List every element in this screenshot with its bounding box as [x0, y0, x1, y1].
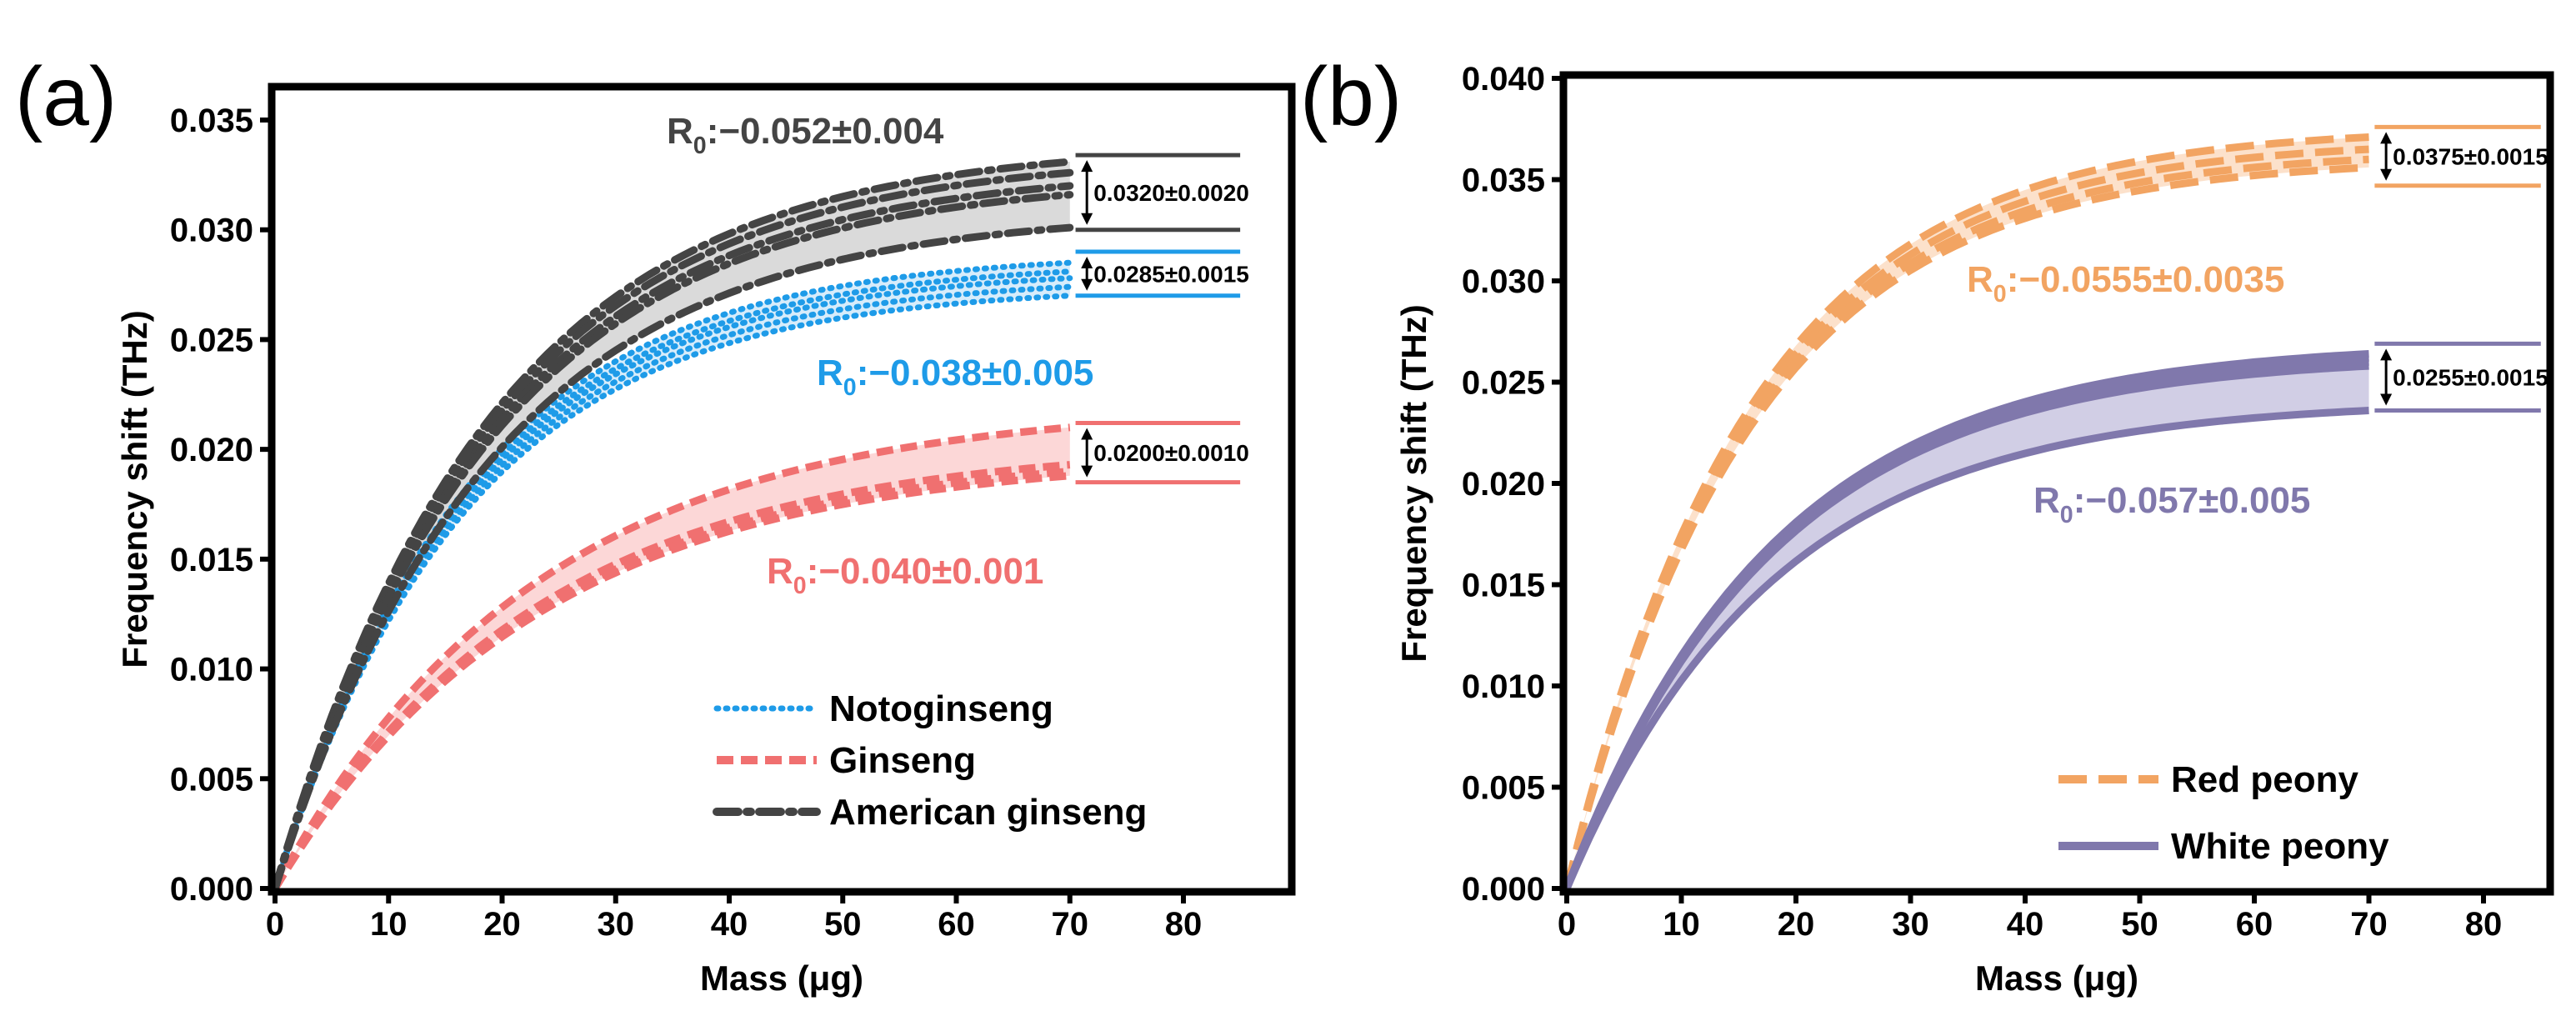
x-axis-label: Mass (μg) [1975, 958, 2138, 998]
r0-label: R0:−0.052±0.004 [667, 111, 944, 159]
x-tick-label: 0 [266, 906, 284, 943]
y-tick-label: 0.025 [1462, 365, 1545, 402]
series-line [1563, 163, 2369, 890]
y-tick-label: 0.040 [1462, 61, 1545, 98]
series-line [272, 293, 1073, 892]
x-tick-label: 70 [2350, 906, 2388, 943]
arrow-head-up [2380, 132, 2393, 144]
y-tick-label: 0.000 [170, 871, 253, 908]
range-label: 0.0320±0.0020 [1093, 180, 1249, 206]
legend: Notoginseng Ginseng American ginseng [713, 688, 1147, 833]
r0-label: R0:−0.040±0.001 [767, 551, 1043, 599]
band-ginseng [275, 427, 1070, 888]
arrow-head-down [2380, 393, 2393, 406]
panel-label: (b) [1300, 50, 1402, 143]
series-line [271, 158, 1074, 893]
axes-frame [268, 83, 1296, 896]
series-line [272, 275, 1073, 892]
range-label: 0.0200±0.0010 [1093, 440, 1249, 466]
series-line [271, 223, 1074, 893]
y-tick-label: 0.030 [1462, 263, 1545, 300]
series-line [1563, 362, 2369, 890]
x-tick-label: 30 [1892, 906, 1929, 943]
x-tick-label: 80 [1165, 906, 1203, 943]
range-label: 0.0255±0.0015 [2393, 364, 2548, 390]
y-tick-label: 0.000 [1462, 871, 1545, 908]
legend-label: Red peony [2171, 759, 2358, 800]
arrow-head-up [1081, 257, 1093, 269]
y-tick-label: 0.015 [170, 542, 253, 578]
x-tick-label: 10 [370, 906, 408, 943]
y-tick-label: 0.015 [1462, 568, 1545, 604]
x-axis-label: Mass (μg) [700, 958, 863, 998]
y-tick-label: 0.035 [170, 103, 253, 139]
legend-label: Notoginseng [829, 688, 1053, 729]
range-label: 0.0375±0.0015 [2393, 144, 2548, 170]
r0-label: R0:−0.057±0.005 [2033, 480, 2310, 528]
r0-label: R0:−0.038±0.005 [817, 353, 1093, 401]
arrow-head-down [2380, 168, 2393, 181]
x-tick-label: 60 [2236, 906, 2273, 943]
arrow-head-down [1081, 465, 1093, 478]
r0-label: R0:−0.0555±0.0035 [1967, 259, 2284, 308]
y-tick-label: 0.030 [170, 213, 253, 249]
y-tick-label: 0.035 [1462, 163, 1545, 199]
x-tick-label: 0 [1558, 906, 1576, 943]
x-tick-label: 40 [711, 906, 748, 943]
x-tick-label: 10 [1663, 906, 1700, 943]
x-tick-label: 50 [2121, 906, 2158, 943]
series-line [272, 472, 1071, 891]
panel-label: (a) [15, 50, 117, 143]
y-tick-label: 0.005 [1462, 770, 1545, 807]
series-line [272, 423, 1071, 891]
legend: Red peony White peony [2058, 759, 2389, 867]
arrow-head-up [2380, 348, 2393, 361]
range-label: 0.0285±0.0015 [1093, 261, 1249, 287]
legend-label: Ginseng [829, 740, 976, 781]
series-line [1563, 407, 2369, 890]
panel-a: (a) 0.0285±0.0015 0.0200±0.0010 0.0320±0.00… [15, 50, 1296, 998]
x-tick-label: 20 [483, 906, 521, 943]
y-tick-label: 0.010 [170, 652, 253, 688]
series-line [271, 191, 1074, 893]
panel-b: (b) 0.0375±0.0015 0.0255±0.0015 0 10 20 30 40 50… [1300, 50, 2554, 998]
y-tick-label: 0.010 [1462, 668, 1545, 705]
arrow-head-down [1081, 213, 1093, 225]
y-axis-label: Frequency shift (THz) [1394, 304, 1433, 662]
x-tick-label: 20 [1778, 906, 1815, 943]
y-tick-label: 0.025 [170, 322, 253, 358]
arrow-head-up [1081, 160, 1093, 173]
y-tick-label: 0.020 [1462, 466, 1545, 503]
x-tick-label: 30 [598, 906, 635, 943]
y-tick-label: 0.005 [170, 761, 253, 798]
legend-label: White peony [2171, 826, 2389, 867]
x-tick-label: 50 [824, 906, 862, 943]
arrow-head-up [1081, 428, 1093, 440]
legend-label: American ginseng [829, 792, 1147, 833]
x-tick-label: 70 [1052, 906, 1089, 943]
arrow-head-down [1081, 278, 1093, 291]
x-tick-label: 60 [938, 906, 975, 943]
y-tick-label: 0.020 [170, 432, 253, 468]
x-tick-label: 40 [2007, 906, 2044, 943]
x-tick-label: 80 [2465, 906, 2503, 943]
y-axis-label: Frequency shift (THz) [115, 310, 154, 668]
